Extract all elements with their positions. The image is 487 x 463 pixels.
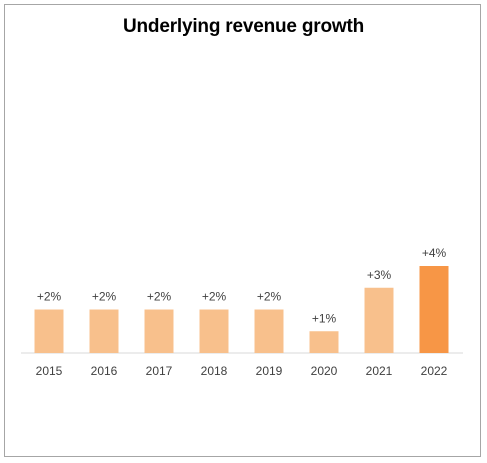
bar-2021 xyxy=(364,287,394,353)
data-label-2015: +2% xyxy=(37,290,62,304)
data-label-2020: +1% xyxy=(312,311,337,325)
bar-2017 xyxy=(144,309,174,353)
x-tick-label-2017: 2017 xyxy=(146,364,173,378)
x-tick-label-2021: 2021 xyxy=(366,364,393,378)
data-label-2021: +3% xyxy=(367,268,392,282)
x-tick-label-2015: 2015 xyxy=(36,364,63,378)
data-label-2018: +2% xyxy=(202,290,227,304)
x-tick-label-2019: 2019 xyxy=(256,364,283,378)
bar-2019 xyxy=(254,309,284,353)
data-label-2017: +2% xyxy=(147,290,172,304)
chart-frame xyxy=(4,4,481,457)
x-tick-label-2016: 2016 xyxy=(91,364,118,378)
bar-2022 xyxy=(419,266,449,353)
bar-2018 xyxy=(199,309,229,353)
bar-2015 xyxy=(34,309,64,353)
bar-2016 xyxy=(89,309,119,353)
x-tick-label-2022: 2022 xyxy=(421,364,448,378)
data-label-2022: +4% xyxy=(422,246,447,260)
bar-2020 xyxy=(309,331,339,353)
x-tick-label-2020: 2020 xyxy=(311,364,338,378)
data-label-2019: +2% xyxy=(257,290,282,304)
data-label-2016: +2% xyxy=(92,290,117,304)
x-tick-label-2018: 2018 xyxy=(201,364,228,378)
chart-title: Underlying revenue growth xyxy=(123,16,364,37)
